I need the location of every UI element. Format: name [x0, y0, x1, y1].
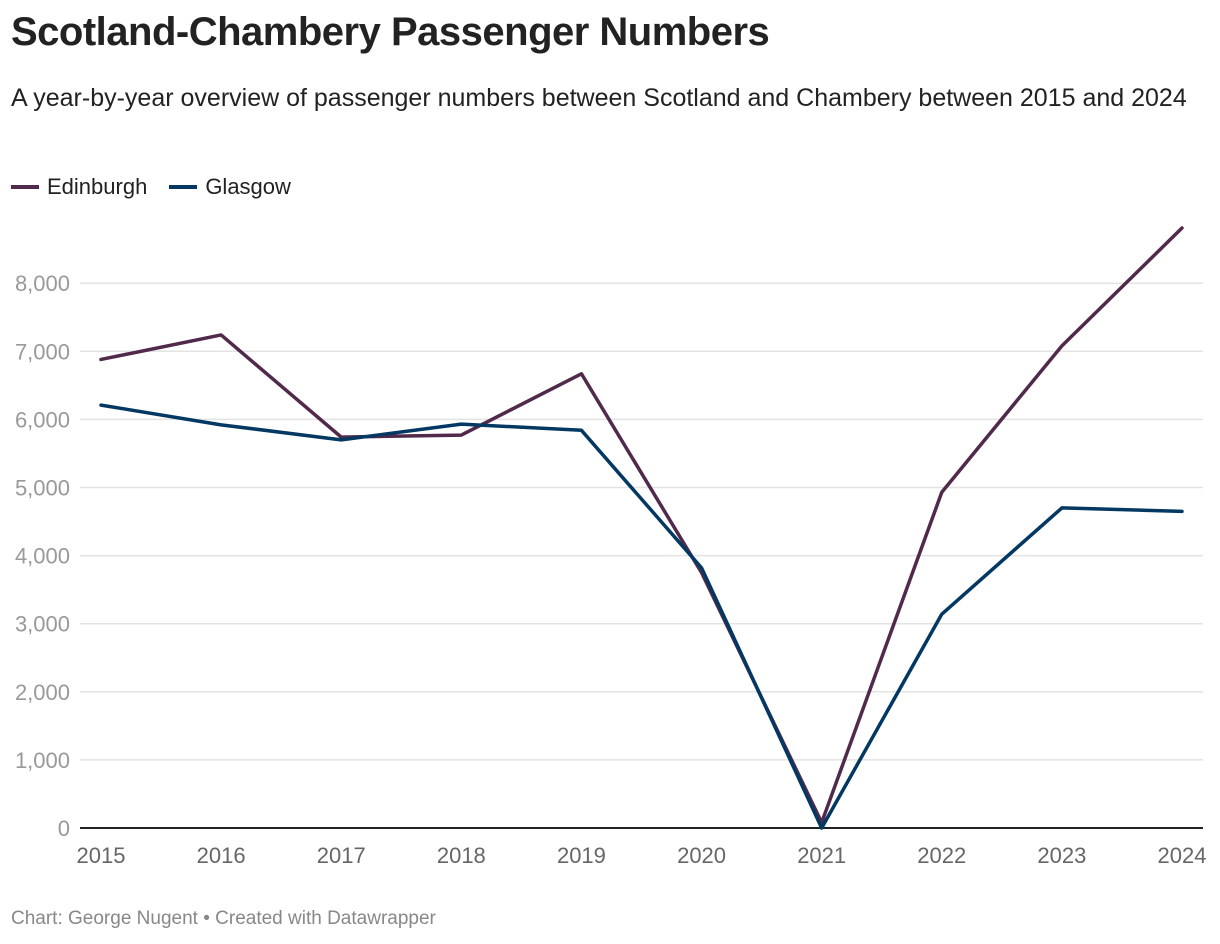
chart-title: Scotland-Chambery Passenger Numbers — [11, 10, 770, 54]
legend-swatch — [11, 185, 39, 189]
y-tick-label: 5,000 — [15, 476, 70, 501]
y-tick-label: 1,000 — [15, 748, 70, 773]
x-tick-label: 2019 — [557, 843, 606, 868]
y-tick-label: 8,000 — [15, 271, 70, 296]
y-tick-label: 6,000 — [15, 407, 70, 432]
chart-credit: Chart: George Nugent • Created with Data… — [11, 908, 436, 929]
y-tick-label: 3,000 — [15, 612, 70, 637]
y-tick-label: 0 — [58, 816, 70, 841]
x-tick-label: 2022 — [917, 843, 966, 868]
series-line-glasgow — [99, 403, 1184, 830]
y-tick-label: 2,000 — [15, 680, 70, 705]
legend-label: Glasgow — [205, 174, 291, 199]
x-tick-label: 2016 — [197, 843, 246, 868]
x-tick-label: 2020 — [677, 843, 726, 868]
x-tick-label: 2024 — [1158, 843, 1207, 868]
legend-item-glasgow: Glasgow — [169, 174, 291, 200]
legend-item-edinburgh: Edinburgh — [11, 174, 147, 200]
x-tick-label: 2023 — [1037, 843, 1086, 868]
x-tick-label: 2015 — [77, 843, 126, 868]
legend: Edinburgh Glasgow — [11, 174, 291, 200]
series-line-edinburgh — [99, 226, 1184, 825]
y-tick-label: 7,000 — [15, 339, 70, 364]
legend-label: Edinburgh — [47, 174, 148, 199]
y-tick-label: 4,000 — [15, 544, 70, 569]
legend-swatch — [169, 185, 198, 189]
x-tick-label: 2021 — [797, 843, 846, 868]
x-tick-label: 2017 — [317, 843, 366, 868]
x-tick-label: 2018 — [437, 843, 486, 868]
chart-subtitle: A year-by-year overview of passenger num… — [11, 84, 1187, 112]
line-chart: 0 1,000 2,000 3,000 4,000 5,000 6,000 7,000 8,00… — [15, 226, 1207, 868]
